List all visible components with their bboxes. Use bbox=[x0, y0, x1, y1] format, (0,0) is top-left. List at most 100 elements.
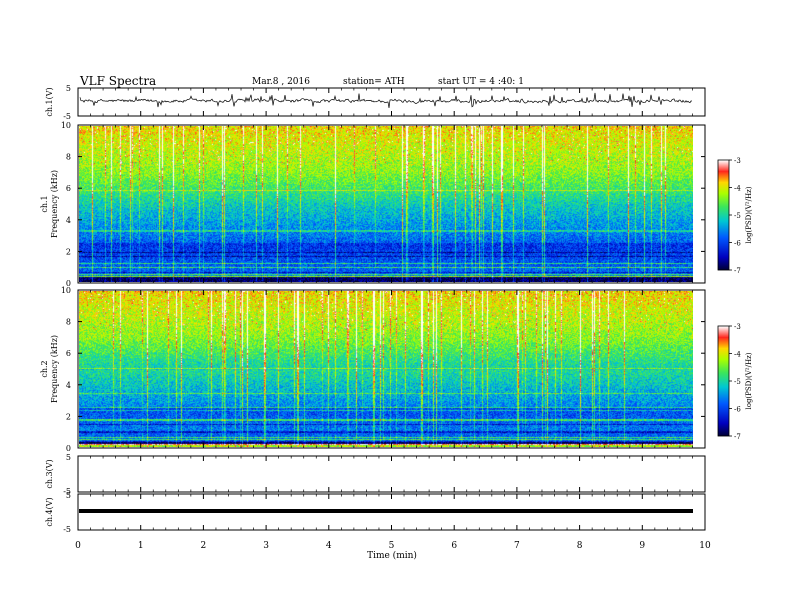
colorbar-slice bbox=[718, 263, 729, 265]
colorbar-slice bbox=[718, 427, 729, 429]
colorbar-slice bbox=[718, 241, 729, 243]
colorbar-slice bbox=[718, 419, 729, 421]
colorbar-slice bbox=[718, 189, 729, 191]
colorbar-slice bbox=[718, 208, 729, 210]
ch2-spec-ylabel: Frequency (kHz) bbox=[50, 335, 59, 403]
colorbar-slice bbox=[718, 245, 729, 247]
ch1-spec-channel-label: ch.1 bbox=[40, 195, 49, 212]
freq-tick-label: 10 bbox=[61, 121, 71, 130]
colorbar-slice bbox=[718, 259, 729, 261]
colorbar-slice bbox=[718, 407, 729, 409]
time-tick-label: 7 bbox=[514, 541, 520, 551]
ch2-spec-channel-label: ch.2 bbox=[40, 360, 49, 377]
colorbar-slice bbox=[718, 327, 729, 329]
freq-tick-label: 4 bbox=[66, 216, 71, 225]
time-axis-label: Time (min) bbox=[367, 550, 417, 561]
colorbar-slice bbox=[718, 373, 729, 375]
colorbar-slice bbox=[718, 368, 729, 370]
colorbar-slice bbox=[718, 225, 729, 227]
colorbar-slice bbox=[718, 334, 729, 336]
date-label: Mar.8 , 2016 bbox=[252, 77, 310, 87]
figure-title: VLF Spectra bbox=[79, 74, 156, 88]
colorbar-slice bbox=[718, 177, 729, 179]
colorbar-slice bbox=[718, 352, 729, 354]
colorbar-slice bbox=[718, 257, 729, 259]
colorbar-slice bbox=[718, 176, 729, 178]
colorbar-slice bbox=[718, 266, 729, 268]
colorbar-slice bbox=[718, 355, 729, 357]
freq-tick-label: 2 bbox=[66, 412, 71, 421]
colorbar-slice bbox=[718, 168, 729, 170]
colorbar-slice bbox=[718, 362, 729, 364]
colorbar-slice bbox=[718, 190, 729, 192]
colorbar-slice bbox=[718, 174, 729, 176]
ch1-colorbar-ticks: -3 -4 -5 -6 -7 bbox=[717, 157, 741, 275]
colorbar-slice bbox=[718, 397, 729, 399]
ch2-freq-ticks: 0 2 4 6 8 10 bbox=[61, 286, 705, 453]
colorbar-slice bbox=[718, 370, 729, 372]
colorbar-slice bbox=[718, 164, 729, 166]
colorbar-slice bbox=[718, 261, 729, 263]
colorbar-slice bbox=[718, 202, 729, 204]
colorbar-slice bbox=[718, 426, 729, 428]
freq-tick-label: 10 bbox=[61, 286, 71, 295]
colorbar-slice bbox=[718, 265, 729, 267]
colorbar-slice bbox=[718, 344, 729, 346]
time-tick-label: 6 bbox=[451, 541, 457, 551]
colorbar-slice bbox=[718, 231, 729, 233]
ch4-waveform-panel: 5 -5 ch.4(V) bbox=[45, 491, 706, 534]
colorbar-slice bbox=[718, 204, 729, 206]
colorbar-slice bbox=[718, 349, 729, 351]
colorbar-slice bbox=[718, 221, 729, 223]
time-tick-labels: 0 1 2 3 4 5 6 7 8 9 10 bbox=[75, 541, 711, 551]
colorbar-slice bbox=[718, 384, 729, 386]
colorbar-tick-label: -7 bbox=[734, 267, 741, 275]
colorbar-slice bbox=[718, 237, 729, 239]
colorbar-slice bbox=[718, 393, 729, 395]
ch4-ytick-top: 5 bbox=[66, 491, 71, 500]
colorbar-slice bbox=[718, 267, 729, 269]
freq-tick-label: 0 bbox=[66, 279, 71, 288]
freq-tick-label: 8 bbox=[66, 318, 71, 327]
colorbar-slice bbox=[718, 249, 729, 251]
colorbar-slice bbox=[718, 402, 729, 404]
ch1-ytick-top: 5 bbox=[66, 84, 71, 93]
colorbar-slice bbox=[718, 255, 729, 257]
ch1-spec-ylabel: Frequency (kHz) bbox=[50, 170, 59, 238]
colorbar-slice bbox=[718, 215, 729, 217]
colorbar-slice bbox=[718, 170, 729, 172]
time-tick-label: 4 bbox=[326, 541, 332, 551]
freq-tick-label: 4 bbox=[66, 381, 71, 390]
colorbar-slice bbox=[718, 228, 729, 230]
colorbar-slice bbox=[718, 191, 729, 193]
ch4-ytick-bottom: -5 bbox=[63, 525, 71, 534]
colorbar-slice bbox=[718, 172, 729, 174]
colorbar-slice bbox=[718, 418, 729, 420]
colorbar-slice bbox=[718, 227, 729, 229]
colorbar-slice bbox=[718, 212, 729, 214]
colorbar-slice bbox=[718, 371, 729, 373]
colorbar-slice bbox=[718, 369, 729, 371]
colorbar-slice bbox=[718, 398, 729, 400]
colorbar-slice bbox=[718, 363, 729, 365]
colorbar-slice bbox=[718, 161, 729, 163]
colorbar-slice bbox=[718, 353, 729, 355]
colorbar-slice bbox=[718, 375, 729, 377]
colorbar-slice bbox=[718, 366, 729, 368]
colorbar-slice bbox=[718, 354, 729, 356]
colorbar-slice bbox=[718, 222, 729, 224]
time-tick-label: 5 bbox=[389, 541, 395, 551]
colorbar-slice bbox=[718, 243, 729, 245]
colorbar-slice bbox=[718, 372, 729, 374]
freq-tick-label: 6 bbox=[66, 184, 71, 193]
colorbar-slice bbox=[718, 333, 729, 335]
colorbar-slice bbox=[718, 238, 729, 240]
colorbar-slice bbox=[718, 226, 729, 228]
colorbar-slice bbox=[718, 357, 729, 359]
colorbar-slice bbox=[718, 390, 729, 392]
colorbar-slice bbox=[718, 239, 729, 241]
colorbar-slice bbox=[718, 396, 729, 398]
colorbar-slice bbox=[718, 167, 729, 169]
colorbar-slice bbox=[718, 388, 729, 390]
